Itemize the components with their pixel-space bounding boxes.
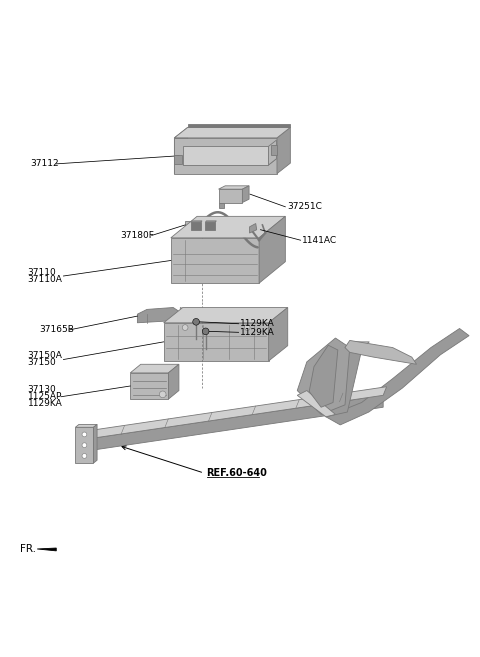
Polygon shape <box>242 186 249 202</box>
Text: 37165B: 37165B <box>39 325 74 334</box>
Polygon shape <box>168 364 179 399</box>
Polygon shape <box>75 427 94 463</box>
Polygon shape <box>180 307 185 314</box>
Circle shape <box>244 325 250 330</box>
Polygon shape <box>174 127 188 173</box>
Polygon shape <box>250 223 257 233</box>
Text: 1125AP: 1125AP <box>28 392 62 401</box>
Polygon shape <box>92 430 96 450</box>
Text: 1141AC: 1141AC <box>302 236 337 244</box>
Circle shape <box>82 432 87 437</box>
Polygon shape <box>197 217 200 229</box>
Polygon shape <box>218 186 249 189</box>
Polygon shape <box>130 373 168 399</box>
Polygon shape <box>345 340 417 364</box>
Polygon shape <box>185 221 197 229</box>
Circle shape <box>193 319 199 325</box>
Polygon shape <box>174 138 277 173</box>
Circle shape <box>82 453 87 459</box>
Polygon shape <box>137 307 180 323</box>
Text: 37110A: 37110A <box>28 275 62 284</box>
Polygon shape <box>171 216 285 238</box>
Polygon shape <box>94 424 97 463</box>
Text: 37251C: 37251C <box>288 202 323 212</box>
Polygon shape <box>92 387 386 438</box>
Text: REF.60-640: REF.60-640 <box>206 468 267 478</box>
Circle shape <box>182 325 188 330</box>
Polygon shape <box>297 338 350 415</box>
Text: 37180F: 37180F <box>120 231 155 240</box>
Polygon shape <box>188 124 290 127</box>
Polygon shape <box>271 145 277 154</box>
Polygon shape <box>191 222 201 231</box>
Circle shape <box>202 328 209 334</box>
Text: 1129KA: 1129KA <box>240 328 275 337</box>
Polygon shape <box>218 189 242 202</box>
Polygon shape <box>37 548 56 551</box>
Text: 1129KA: 1129KA <box>28 399 62 409</box>
Polygon shape <box>75 424 97 427</box>
Polygon shape <box>183 147 268 165</box>
Polygon shape <box>164 307 288 323</box>
Polygon shape <box>326 328 469 425</box>
Text: FR.: FR. <box>21 544 36 554</box>
Polygon shape <box>218 202 224 208</box>
Polygon shape <box>205 221 216 222</box>
Text: 37130: 37130 <box>28 385 56 394</box>
Polygon shape <box>174 154 181 164</box>
Polygon shape <box>297 390 336 417</box>
Text: 1129KA: 1129KA <box>240 319 275 328</box>
Polygon shape <box>326 348 362 417</box>
Polygon shape <box>277 127 290 173</box>
Text: 37112: 37112 <box>30 160 59 168</box>
Polygon shape <box>191 221 202 222</box>
Polygon shape <box>259 216 285 283</box>
Text: 37110: 37110 <box>28 267 56 277</box>
Polygon shape <box>309 345 338 407</box>
Circle shape <box>82 443 87 447</box>
Polygon shape <box>268 140 276 165</box>
Text: 37150: 37150 <box>28 358 56 367</box>
Circle shape <box>159 391 166 397</box>
Polygon shape <box>174 127 290 138</box>
Polygon shape <box>130 364 179 373</box>
Polygon shape <box>164 323 269 361</box>
Polygon shape <box>171 238 259 283</box>
Polygon shape <box>92 396 383 450</box>
Polygon shape <box>345 342 369 348</box>
Polygon shape <box>183 159 276 165</box>
Polygon shape <box>269 307 288 361</box>
Polygon shape <box>205 222 215 231</box>
Text: 37150A: 37150A <box>28 351 62 360</box>
